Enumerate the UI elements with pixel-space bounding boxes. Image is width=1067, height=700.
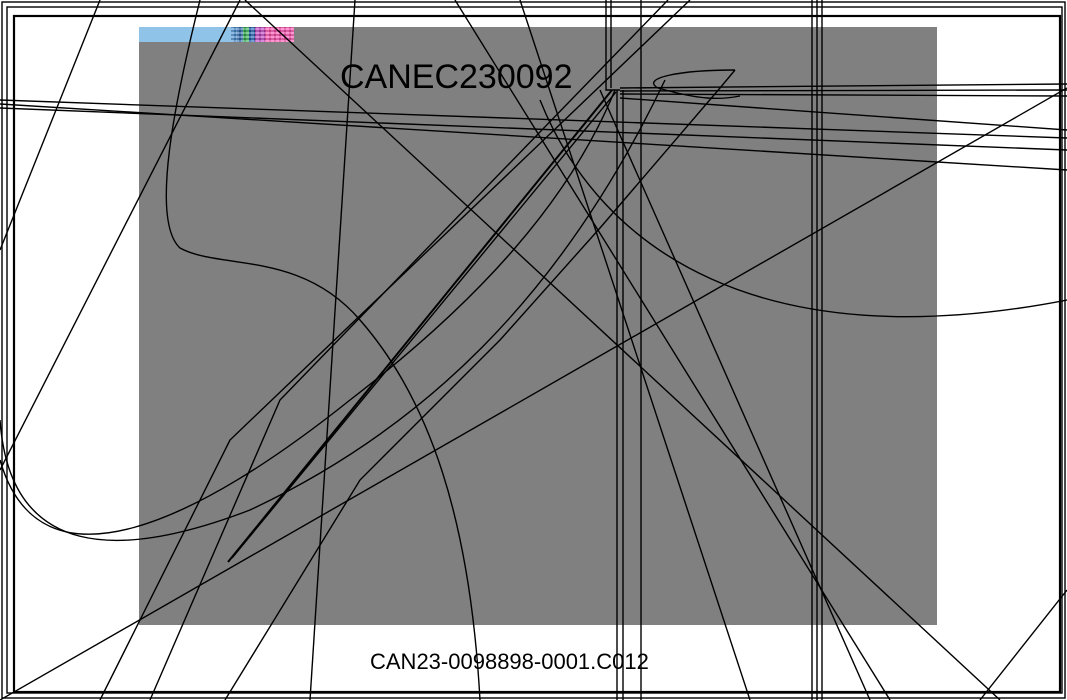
horizontal-line-3 bbox=[0, 103, 1067, 171]
curve-3 bbox=[0, 89, 616, 535]
diagonal-line-7 bbox=[0, 0, 241, 471]
diagonal-line-12 bbox=[599, 89, 871, 700]
footer-code-text: CAN23-0098898-0001.C012 bbox=[370, 649, 649, 674]
curve-4 bbox=[539, 99, 1067, 318]
diagonal-line-11 bbox=[519, 0, 751, 700]
diagonal-line-5 bbox=[149, 0, 669, 700]
loop-curve bbox=[652, 69, 741, 100]
diagonal-line-8 bbox=[244, 0, 1001, 700]
diagonal-line-10 bbox=[454, 0, 891, 700]
curve-2 bbox=[0, 79, 666, 541]
horizontal-line-4 bbox=[619, 83, 1067, 89]
diagonal-line-9 bbox=[309, 0, 356, 700]
vertical-line-1 bbox=[605, 0, 620, 91]
horizontal-line-6 bbox=[619, 93, 1067, 97]
horizontal-line-1 bbox=[0, 99, 1067, 139]
diagonal-line-13 bbox=[0, 87, 1067, 700]
outer-frame-3 bbox=[12, 14, 1062, 694]
curve-1 bbox=[165, 0, 481, 700]
diagonal-line-14 bbox=[979, 589, 1067, 700]
panel-code-text: CANEC230092 bbox=[340, 58, 573, 96]
color-strip-blue bbox=[139, 27, 231, 42]
diagonal-line-2 bbox=[227, 89, 613, 563]
horizontal-line-7 bbox=[619, 97, 1067, 131]
diagonal-line-3 bbox=[231, 91, 617, 559]
diagonal-line-1 bbox=[224, 69, 736, 700]
gray-image-panel bbox=[139, 27, 937, 625]
diagonal-line-4 bbox=[99, 0, 691, 700]
outer-frame-2 bbox=[6, 6, 1063, 694]
diagonal-line-6 bbox=[0, 0, 101, 251]
horizontal-line-5 bbox=[619, 89, 1067, 92]
